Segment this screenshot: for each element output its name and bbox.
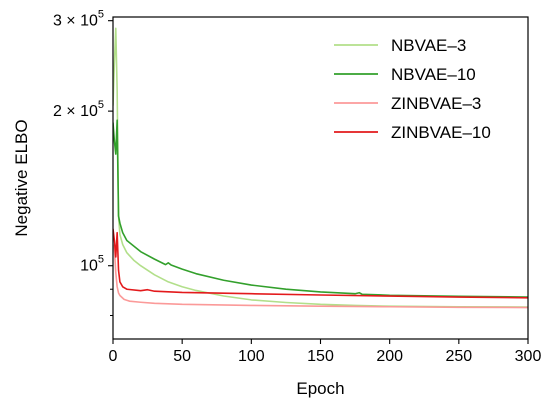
legend-label-1: NBVAE–3 [391,36,466,55]
x-tick-label: 250 [445,348,472,365]
x-tick-label: 100 [238,348,265,365]
y-axis-title: Negative ELBO [12,119,31,236]
legend-label-2: NBVAE–10 [391,65,476,84]
y-tick-label: 105 [80,254,104,275]
series-lines [113,27,528,309]
legend-label-3: ZINBVAE–3 [391,94,481,113]
x-tick-label: 50 [173,348,191,365]
y-tick-label: 2 × 105 [53,99,104,120]
x-tick-label: 200 [376,348,403,365]
y-tick-label: 3 × 105 [53,9,104,30]
x-axis-title: Epoch [296,379,344,398]
legend-label-4: ZINBVAE–10 [391,123,491,142]
x-tick-label: 300 [515,348,542,365]
series-line-3 [113,244,528,309]
x-tick-label: 0 [109,348,118,365]
series-line-2 [113,119,528,298]
series-line-4 [113,228,528,299]
x-tick-label: 150 [307,348,334,365]
legend: NBVAE–3 NBVAE–10 ZINBVAE–3 ZINBVAE–10 [334,36,491,142]
axes: 0 50 100 150 200 250 300 105 2 × 105 3 × 105 [53,9,542,365]
